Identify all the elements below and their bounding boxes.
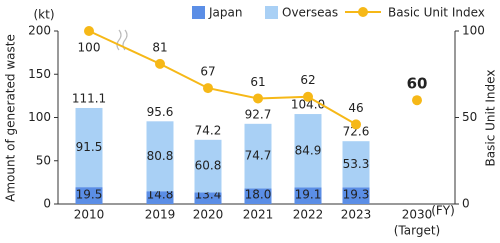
data-label: 80.8 xyxy=(147,149,174,163)
x-tick-label: 2022 xyxy=(293,208,324,222)
line-marker xyxy=(84,26,94,36)
index-label: 60 xyxy=(407,75,428,93)
y2-axis-title: Basic Unit Index xyxy=(484,70,498,167)
total-label: 72.6 xyxy=(343,125,370,139)
index-label: 61 xyxy=(250,75,265,89)
y2-tick-label: 100 xyxy=(462,24,485,38)
x-tick-label: 2030 xyxy=(402,208,433,222)
index-label: 100 xyxy=(78,41,101,55)
bar-segment xyxy=(75,107,103,188)
bar-segment xyxy=(244,123,272,189)
y-tick-label: 100 xyxy=(28,110,51,124)
y-axis-title: Amount of generated waste xyxy=(4,34,18,202)
bar-segment xyxy=(342,141,370,188)
legend-label: Japan xyxy=(208,6,242,20)
data-label: 19.5 xyxy=(76,188,103,202)
y-tick-label: 150 xyxy=(28,67,51,81)
data-label: 84.9 xyxy=(295,143,322,157)
x-tick-label: 2021 xyxy=(243,208,274,222)
bar-segment xyxy=(194,139,222,193)
total-label: 74.2 xyxy=(195,123,222,137)
data-label: 18.0 xyxy=(245,188,272,202)
data-label: 19.1 xyxy=(295,188,322,202)
y-tick-label: 50 xyxy=(36,153,51,167)
legend-label: Overseas xyxy=(282,6,338,20)
total-label: 95.6 xyxy=(147,105,174,119)
bar-segment xyxy=(294,187,322,204)
total-label: 92.7 xyxy=(245,107,272,121)
y2-tick-label: 50 xyxy=(462,110,477,124)
data-label: 19.3 xyxy=(343,188,370,202)
bar-segment xyxy=(146,121,174,192)
line-marker xyxy=(203,83,213,94)
x-tick-label: 2019 xyxy=(145,208,176,222)
line-marker xyxy=(412,95,422,106)
bar-segment xyxy=(75,187,103,204)
legend-swatch xyxy=(192,6,205,19)
x-tick-note: (Target) xyxy=(394,224,441,238)
legend-label: Basic Unit Index xyxy=(388,6,485,20)
bar-segment xyxy=(342,187,370,204)
x-tick-label: 2023 xyxy=(341,208,372,222)
data-label: 74.7 xyxy=(245,149,272,163)
legend-marker xyxy=(358,7,368,17)
bar-segment xyxy=(146,191,174,204)
line-marker xyxy=(155,58,165,69)
x-unit: (FY) xyxy=(431,204,455,218)
index-label: 46 xyxy=(348,101,363,115)
bar-segment xyxy=(194,192,222,204)
x-tick-label: 2020 xyxy=(193,208,224,222)
y-tick-label: 0 xyxy=(43,197,51,211)
legend-swatch xyxy=(265,6,278,19)
bar-segment xyxy=(294,114,322,188)
line-marker xyxy=(303,91,313,102)
line xyxy=(88,30,357,126)
y2-tick-label: 0 xyxy=(462,197,470,211)
y-tick-label: 200 xyxy=(28,24,51,38)
y-unit: (kt) xyxy=(33,8,54,22)
data-label: 53.3 xyxy=(343,157,370,171)
index-label: 81 xyxy=(152,40,167,54)
index-label: 67 xyxy=(200,65,215,79)
line-marker xyxy=(253,93,263,104)
x-tick-label: 2010 xyxy=(74,208,105,222)
data-label: 60.8 xyxy=(195,159,222,173)
line-marker xyxy=(351,119,361,130)
index-label: 62 xyxy=(300,73,315,87)
total-label: 111.1 xyxy=(72,91,106,105)
bar-segment xyxy=(244,188,272,204)
data-label: 91.5 xyxy=(76,140,103,154)
